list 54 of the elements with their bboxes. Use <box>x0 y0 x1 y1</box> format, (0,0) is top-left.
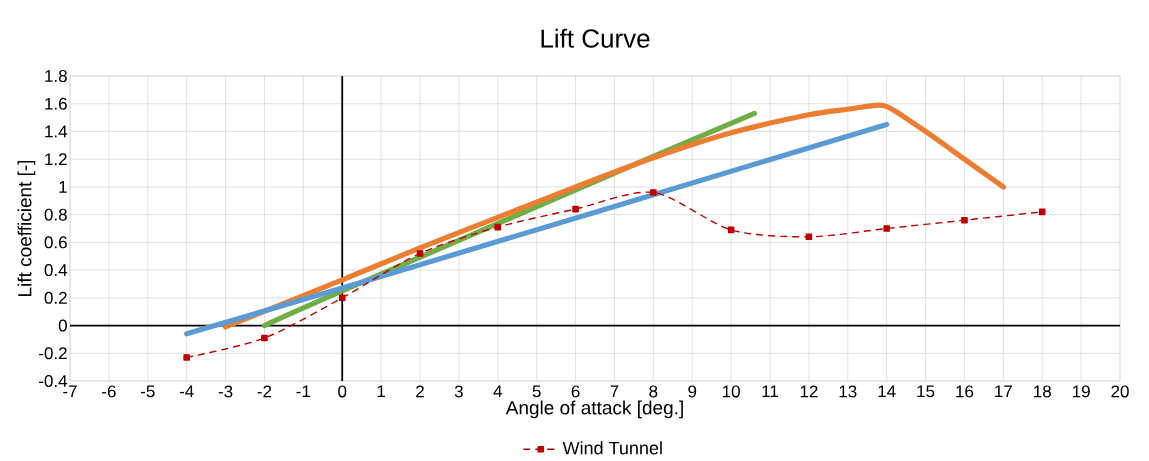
point <box>961 216 968 224</box>
y-tick-label: 1.2 <box>45 153 67 166</box>
y-tick-label: 0.6 <box>44 236 67 249</box>
y-tick-label: 1.4 <box>45 125 68 138</box>
x-tick-label: -2 <box>257 385 272 398</box>
y-tick-label: 0.2 <box>44 291 67 304</box>
x-tick-label: 2 <box>416 385 424 398</box>
x-tick-label: -4 <box>179 385 194 398</box>
x-tick-label: 13 <box>839 385 857 398</box>
y-tick-label: -0.4 <box>39 374 68 388</box>
y-axis-title: Lift coefficient [-] <box>17 160 36 296</box>
x-tick-label: 16 <box>956 385 974 398</box>
point <box>1038 208 1046 216</box>
x-tick-label: -3 <box>218 385 233 398</box>
x-tick-label: 15 <box>917 385 935 398</box>
chart-title: Lift Curve <box>541 28 650 48</box>
x-tick-label: 1 <box>377 385 386 398</box>
point <box>494 223 502 231</box>
point <box>572 205 579 213</box>
y-tick-label: -0.2 <box>39 347 67 360</box>
x-tick-label: 9 <box>688 385 697 398</box>
x-tick-label: 7 <box>610 385 619 398</box>
x-tick-label: 20 <box>1111 385 1129 398</box>
point <box>883 225 890 232</box>
x-tick-label: 3 <box>454 385 463 398</box>
x-tick-label: -1 <box>296 385 311 398</box>
y-tick-label: 1 <box>59 181 67 193</box>
x-tick-label: 12 <box>800 385 818 398</box>
x-tick-label: 10 <box>722 385 740 398</box>
x-tick-label: -6 <box>102 385 116 398</box>
y-tick-label: 0.4 <box>44 264 68 277</box>
x-tick-label: 11 <box>762 385 779 398</box>
x-tick-label: -7 <box>63 385 77 398</box>
legend-label: Wind Tunnel <box>562 441 662 455</box>
point <box>650 189 657 196</box>
x-tick-label: 18 <box>1034 385 1051 398</box>
y-tick-label: 0 <box>58 319 67 332</box>
y-tick-label: 0.8 <box>44 208 67 221</box>
x-tick-label: 0 <box>338 385 347 398</box>
y-tick-label: 1.6 <box>45 97 67 110</box>
y-tick-label: 1.8 <box>45 69 67 83</box>
x-tick-label: 14 <box>878 385 896 398</box>
x-tick-label: 8 <box>649 385 658 398</box>
x-tick-label: 6 <box>571 385 580 398</box>
x-tick-label: 5 <box>532 385 541 398</box>
point <box>261 334 268 342</box>
x-tick-label: -5 <box>140 385 155 398</box>
x-axis-title: Angle of attack [deg.] <box>505 400 683 419</box>
point <box>416 250 424 257</box>
x-tick-label: 19 <box>1072 385 1090 398</box>
x-tick-label: 4 <box>493 385 503 398</box>
point <box>183 354 190 361</box>
x-tick-label: 17 <box>995 385 1012 398</box>
point <box>338 294 346 302</box>
